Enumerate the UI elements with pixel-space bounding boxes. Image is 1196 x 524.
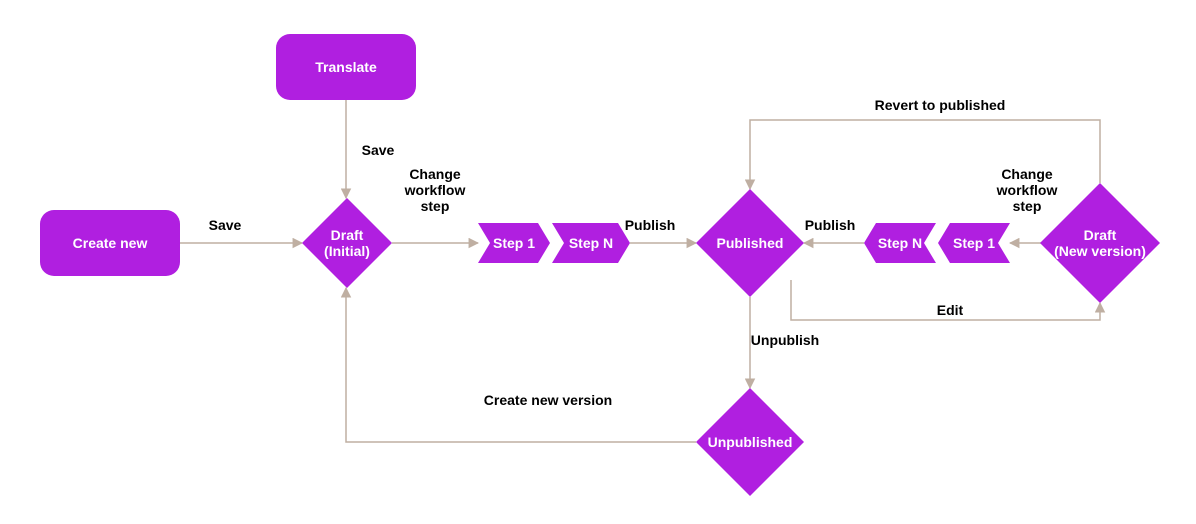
edge-e_change_l-label: Change workflow step — [405, 166, 466, 214]
edge-e_create_ver-label: Create new version — [484, 392, 612, 408]
edge-e_edit-label: Edit — [937, 302, 963, 318]
edge-e_publish_r-label: Publish — [805, 217, 856, 233]
node-step1_l-label: Step 1 — [478, 223, 550, 263]
node-step1_r-label: Step 1 — [938, 223, 1010, 263]
edge-e_change_r-label: Change workflow step — [997, 166, 1058, 214]
node-translate-label: Translate — [276, 34, 416, 100]
edge-e_unpublish-label: Unpublish — [751, 332, 819, 348]
node-stepN_l-label: Step N — [552, 223, 630, 263]
node-published-label: Published — [696, 189, 804, 297]
node-draft_initial-label: Draft (Initial) — [302, 198, 392, 288]
node-draft_new-label: Draft (New version) — [1040, 183, 1160, 303]
node-unpublished-label: Unpublished — [696, 388, 804, 496]
edge-e_translate_save-label: Save — [362, 142, 395, 158]
edge-e_publish_l-label: Publish — [625, 217, 676, 233]
edge-e_create_ver — [346, 288, 696, 442]
edge-e_revert-label: Revert to published — [875, 97, 1006, 113]
edge-e_create_save-label: Save — [209, 217, 242, 233]
node-stepN_r-label: Step N — [864, 223, 936, 263]
node-create_new-label: Create new — [40, 210, 180, 276]
